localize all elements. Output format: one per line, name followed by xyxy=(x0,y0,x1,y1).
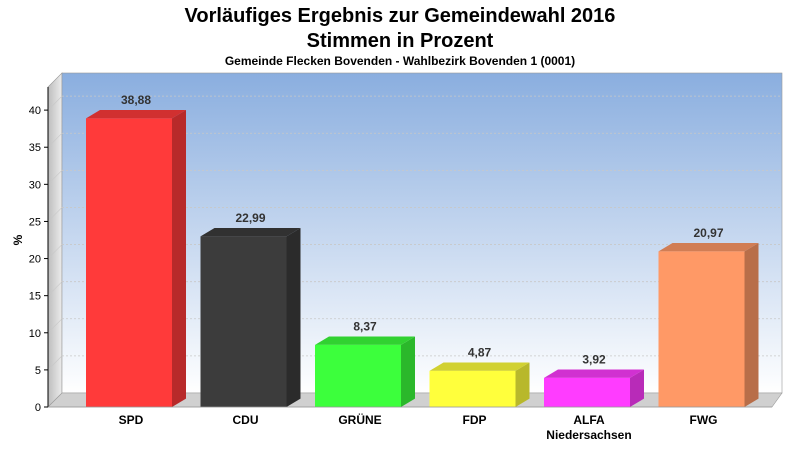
bar-top xyxy=(86,110,186,119)
x-tick-label: Niedersachsen xyxy=(546,428,631,442)
bar-4 xyxy=(429,362,530,407)
x-tick-label: ALFA xyxy=(573,413,605,427)
x-tick-label: FDP xyxy=(463,413,487,427)
x-tick-label: GRÜNE xyxy=(338,412,381,427)
chart-subtitle: Stimmen in Prozent xyxy=(306,30,494,52)
gridline-wall xyxy=(47,244,63,259)
bar-side xyxy=(515,362,530,407)
bar-side xyxy=(172,110,186,408)
bar-3 xyxy=(315,336,415,407)
x-tick-label: FWG xyxy=(690,413,718,427)
bar-6 xyxy=(658,242,759,407)
bar-front xyxy=(429,370,516,407)
gridline-wall xyxy=(47,207,63,222)
bar-front xyxy=(658,251,745,407)
bar-5 xyxy=(544,369,644,407)
y-tick-label: 25 xyxy=(29,216,41,228)
data-label: 3,92 xyxy=(582,353,606,367)
bar-top xyxy=(429,362,530,371)
gridline-wall xyxy=(47,170,63,185)
bar-2 xyxy=(200,227,301,407)
bar-side xyxy=(286,227,301,407)
y-tick-label: 0 xyxy=(35,402,41,414)
bar-front xyxy=(544,377,630,407)
data-label: 4,87 xyxy=(468,345,492,359)
y-axis-label: % xyxy=(11,234,25,245)
gridline-wall xyxy=(47,281,63,296)
chart-title: Vorläufiges Ergebnis zur Gemeindewahl 20… xyxy=(184,5,616,27)
data-label: 20,97 xyxy=(693,226,723,240)
y-tick-label: 10 xyxy=(29,328,41,340)
data-label: 22,99 xyxy=(235,211,265,225)
bar-front xyxy=(315,344,401,407)
x-tick-label: SPD xyxy=(119,413,144,427)
bar-side xyxy=(401,336,415,407)
bar-front xyxy=(86,118,172,407)
y-tick-label: 30 xyxy=(29,179,41,191)
bar-top xyxy=(200,227,301,237)
y-tick-label: 15 xyxy=(29,291,41,303)
data-label: 8,37 xyxy=(353,319,377,333)
gridline-wall xyxy=(47,95,63,111)
data-label: 38,88 xyxy=(121,93,151,107)
bar-side xyxy=(744,242,759,407)
y-tick-label: 40 xyxy=(29,105,41,117)
bar-side xyxy=(630,369,644,407)
bar-1 xyxy=(86,110,186,408)
y-tick-label: 35 xyxy=(29,142,41,154)
gridline-wall xyxy=(47,133,63,148)
bar-front xyxy=(200,236,287,407)
y-tick-label: 5 xyxy=(35,365,41,377)
y-tick-label: 20 xyxy=(29,254,41,266)
x-tick-label: CDU xyxy=(233,413,259,427)
chart-district: Gemeinde Flecken Bovenden - Wahlbezirk B… xyxy=(224,54,576,68)
gridline-wall xyxy=(47,355,63,371)
gridline-wall xyxy=(47,318,63,333)
bar-top xyxy=(544,369,644,378)
bar-top xyxy=(658,242,759,252)
bar-top xyxy=(315,336,415,345)
plot-left-wall xyxy=(47,72,63,408)
